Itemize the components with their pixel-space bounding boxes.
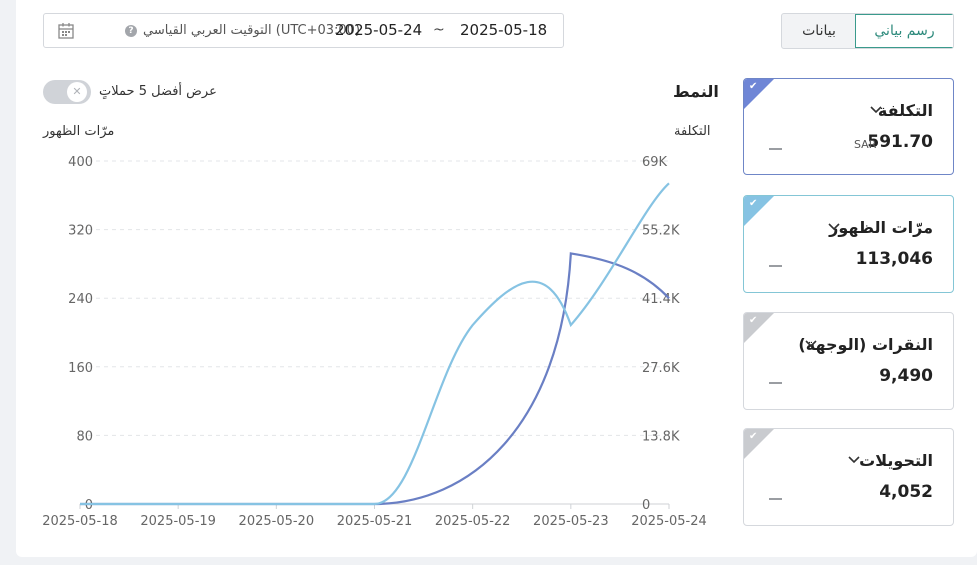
series-cost-line — [80, 252, 670, 506]
metric-card-cost[interactable]: ✔ التكلفة 591.70 SAR — [743, 78, 954, 175]
metric-card-impressions[interactable]: ✔ مرّات الظهور 113,046 — [743, 195, 954, 293]
left-tick-label: 320 — [68, 224, 93, 239]
date-range-picker[interactable]: ? (UTC+03:00) التوقيت العربي القياسي 202… — [43, 13, 564, 48]
metric-value: 591.70 — [867, 132, 933, 152]
chevron-down-icon[interactable] — [828, 223, 840, 231]
card-corner — [744, 429, 774, 459]
top-campaigns-toggle[interactable]: ✕ — [43, 80, 91, 104]
metric-card-conversions[interactable]: ✔ التحويلات 4,052 — [743, 428, 954, 526]
tab-chart[interactable]: رسم بياني — [855, 14, 953, 48]
view-switcher: بيانات رسم بياني — [781, 13, 954, 49]
range-end-date[interactable]: 2025-05-24 — [335, 21, 423, 39]
card-corner — [744, 79, 774, 109]
chart-title: النمط — [673, 82, 719, 101]
check-icon: ✔ — [749, 198, 758, 209]
x-tick-label: 2025-05-21 — [337, 514, 413, 529]
left-tick-label: 0 — [85, 498, 93, 513]
metric-label: مرّات الظهور — [829, 218, 933, 237]
metric-value: 4,052 — [879, 482, 933, 502]
right-axis-title: التكلفة — [674, 124, 711, 139]
timezone-label: (UTC+03:00) التوقيت العربي القياسي — [143, 23, 361, 38]
right-tick-label: 55.2K — [642, 224, 680, 239]
x-tick-label: 2025-05-18 — [42, 514, 118, 529]
help-icon[interactable]: ? — [125, 25, 137, 37]
right-tick-label: 27.6K — [642, 361, 680, 376]
metric-card-clicks[interactable]: ✔ النقرات (الوجهة) 9,490 — [743, 312, 954, 410]
metric-value: 113,046 — [855, 249, 933, 269]
card-corner — [744, 196, 774, 226]
metric-label: التكلفة — [877, 101, 933, 120]
left-tick-label: 400 — [68, 155, 93, 170]
x-tick-label: 2025-05-22 — [435, 514, 511, 529]
range-start-date[interactable]: 2025-05-18 — [460, 21, 548, 39]
metric-label: التحويلات — [859, 451, 933, 470]
calendar-icon[interactable] — [58, 22, 74, 39]
x-tick-label: 2025-05-23 — [533, 514, 609, 529]
x-tick-label: 2025-05-24 — [631, 514, 707, 529]
x-tick-label: 2025-05-20 — [239, 514, 315, 529]
left-tick-label: 160 — [68, 361, 93, 376]
card-corner — [744, 313, 774, 343]
check-icon: ✔ — [749, 81, 758, 92]
comparison-dash — [769, 265, 782, 267]
metric-label: النقرات (الوجهة) — [798, 335, 933, 354]
left-tick-label: 240 — [68, 292, 93, 307]
right-tick-label: 41.4K — [642, 292, 680, 307]
tab-data[interactable]: بيانات — [802, 23, 836, 39]
check-icon: ✔ — [749, 315, 758, 326]
close-icon: ✕ — [67, 82, 87, 102]
comparison-dash — [769, 382, 782, 384]
chevron-down-icon[interactable] — [870, 106, 882, 114]
right-tick-label: 13.8K — [642, 429, 680, 444]
comparison-dash — [769, 498, 782, 500]
series-impressions-line — [80, 182, 670, 506]
left-axis-title: مرّات الظهور — [43, 124, 115, 139]
right-tick-label: 69K — [642, 155, 668, 170]
chevron-down-icon[interactable] — [805, 340, 817, 348]
chevron-down-icon[interactable] — [848, 456, 860, 464]
comparison-dash — [769, 148, 782, 150]
check-icon: ✔ — [749, 431, 758, 442]
metric-value: 9,490 — [879, 366, 933, 386]
metric-unit: SAR — [854, 138, 877, 151]
range-separator: ~ — [433, 22, 445, 38]
x-tick-label: 2025-05-19 — [140, 514, 216, 529]
top-campaigns-label: عرض أفضل 5 حملاتٍ — [99, 84, 217, 99]
left-tick-label: 80 — [76, 429, 93, 444]
right-tick-label: 0 — [642, 498, 650, 513]
